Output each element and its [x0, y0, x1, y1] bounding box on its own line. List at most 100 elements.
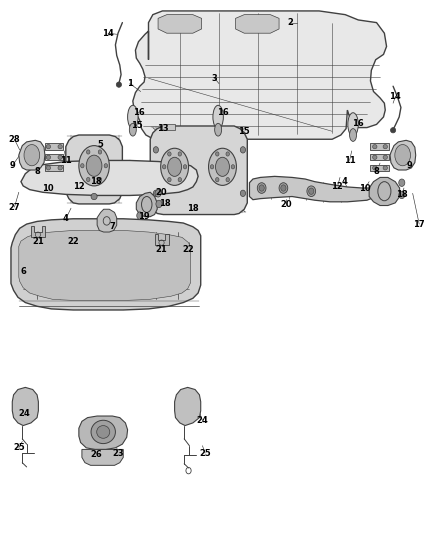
Text: 24: 24	[18, 409, 30, 418]
Polygon shape	[155, 233, 169, 245]
Polygon shape	[175, 387, 201, 425]
Text: 18: 18	[159, 199, 170, 208]
Ellipse shape	[161, 148, 188, 185]
Ellipse shape	[281, 185, 286, 191]
Polygon shape	[136, 192, 157, 216]
Text: 12: 12	[332, 182, 343, 191]
Text: 8: 8	[34, 166, 40, 175]
Ellipse shape	[168, 152, 171, 156]
Bar	[45, 143, 63, 150]
Ellipse shape	[215, 152, 219, 156]
Ellipse shape	[178, 152, 182, 156]
Ellipse shape	[86, 155, 102, 176]
Ellipse shape	[97, 425, 110, 438]
Text: 18: 18	[187, 204, 199, 213]
Text: 13: 13	[158, 124, 169, 133]
Text: 5: 5	[98, 140, 103, 149]
Ellipse shape	[395, 144, 410, 166]
Ellipse shape	[391, 127, 396, 133]
Polygon shape	[66, 135, 122, 204]
Ellipse shape	[24, 144, 40, 166]
Polygon shape	[19, 230, 191, 301]
Ellipse shape	[46, 166, 50, 170]
Ellipse shape	[162, 165, 166, 169]
Text: 15: 15	[238, 127, 250, 136]
Bar	[162, 124, 175, 130]
Ellipse shape	[259, 185, 264, 191]
Text: 11: 11	[60, 156, 72, 165]
Bar	[45, 154, 63, 160]
Polygon shape	[150, 126, 247, 215]
Polygon shape	[19, 140, 45, 170]
Ellipse shape	[91, 420, 116, 443]
Text: 9: 9	[407, 161, 413, 170]
Polygon shape	[12, 387, 39, 425]
Polygon shape	[250, 176, 375, 202]
Text: 1: 1	[127, 79, 133, 88]
Ellipse shape	[58, 166, 62, 170]
Ellipse shape	[399, 179, 405, 187]
Ellipse shape	[373, 155, 377, 159]
Ellipse shape	[156, 200, 162, 208]
Ellipse shape	[98, 150, 102, 154]
Ellipse shape	[231, 165, 235, 169]
Text: 9: 9	[9, 161, 15, 170]
Ellipse shape	[350, 128, 357, 141]
Ellipse shape	[215, 123, 222, 136]
Ellipse shape	[184, 165, 187, 169]
Ellipse shape	[226, 177, 230, 182]
Polygon shape	[236, 14, 279, 33]
Text: 19: 19	[138, 212, 150, 221]
Polygon shape	[369, 177, 399, 206]
Text: 2: 2	[288, 18, 294, 27]
Ellipse shape	[307, 186, 316, 197]
Polygon shape	[133, 11, 387, 139]
Text: 10: 10	[360, 183, 371, 192]
Ellipse shape	[309, 188, 314, 195]
Bar	[45, 165, 63, 171]
Ellipse shape	[240, 147, 246, 153]
Text: 14: 14	[102, 29, 114, 38]
Text: 6: 6	[20, 268, 26, 276]
Polygon shape	[79, 416, 127, 449]
Ellipse shape	[153, 190, 159, 197]
Text: 20: 20	[156, 188, 167, 197]
Ellipse shape	[257, 183, 266, 193]
Ellipse shape	[348, 113, 358, 136]
Polygon shape	[11, 219, 201, 310]
Bar	[371, 154, 389, 160]
Ellipse shape	[98, 177, 102, 182]
Text: 18: 18	[396, 190, 408, 199]
Ellipse shape	[208, 148, 237, 185]
Text: 25: 25	[199, 449, 211, 458]
Ellipse shape	[215, 157, 230, 176]
Ellipse shape	[86, 177, 90, 182]
Bar	[371, 165, 389, 171]
Ellipse shape	[178, 177, 182, 182]
Text: 8: 8	[374, 166, 379, 175]
Text: 25: 25	[13, 443, 25, 453]
Ellipse shape	[46, 144, 50, 149]
Text: 26: 26	[90, 450, 102, 459]
Text: 16: 16	[353, 119, 364, 128]
Ellipse shape	[399, 191, 405, 199]
Ellipse shape	[58, 155, 62, 159]
Text: 18: 18	[91, 177, 102, 186]
Text: 22: 22	[67, 237, 79, 246]
Ellipse shape	[213, 106, 223, 128]
Text: 10: 10	[42, 183, 54, 192]
Ellipse shape	[383, 144, 388, 149]
Text: 28: 28	[9, 135, 20, 144]
Polygon shape	[82, 449, 123, 465]
Text: 21: 21	[155, 245, 167, 254]
Text: 4: 4	[63, 214, 69, 223]
Ellipse shape	[279, 183, 288, 193]
Ellipse shape	[168, 177, 171, 182]
Polygon shape	[31, 225, 45, 237]
Ellipse shape	[116, 82, 121, 87]
Text: 21: 21	[32, 237, 44, 246]
Ellipse shape	[104, 164, 108, 168]
Ellipse shape	[46, 155, 50, 159]
Text: 17: 17	[413, 220, 425, 229]
Ellipse shape	[226, 152, 230, 156]
